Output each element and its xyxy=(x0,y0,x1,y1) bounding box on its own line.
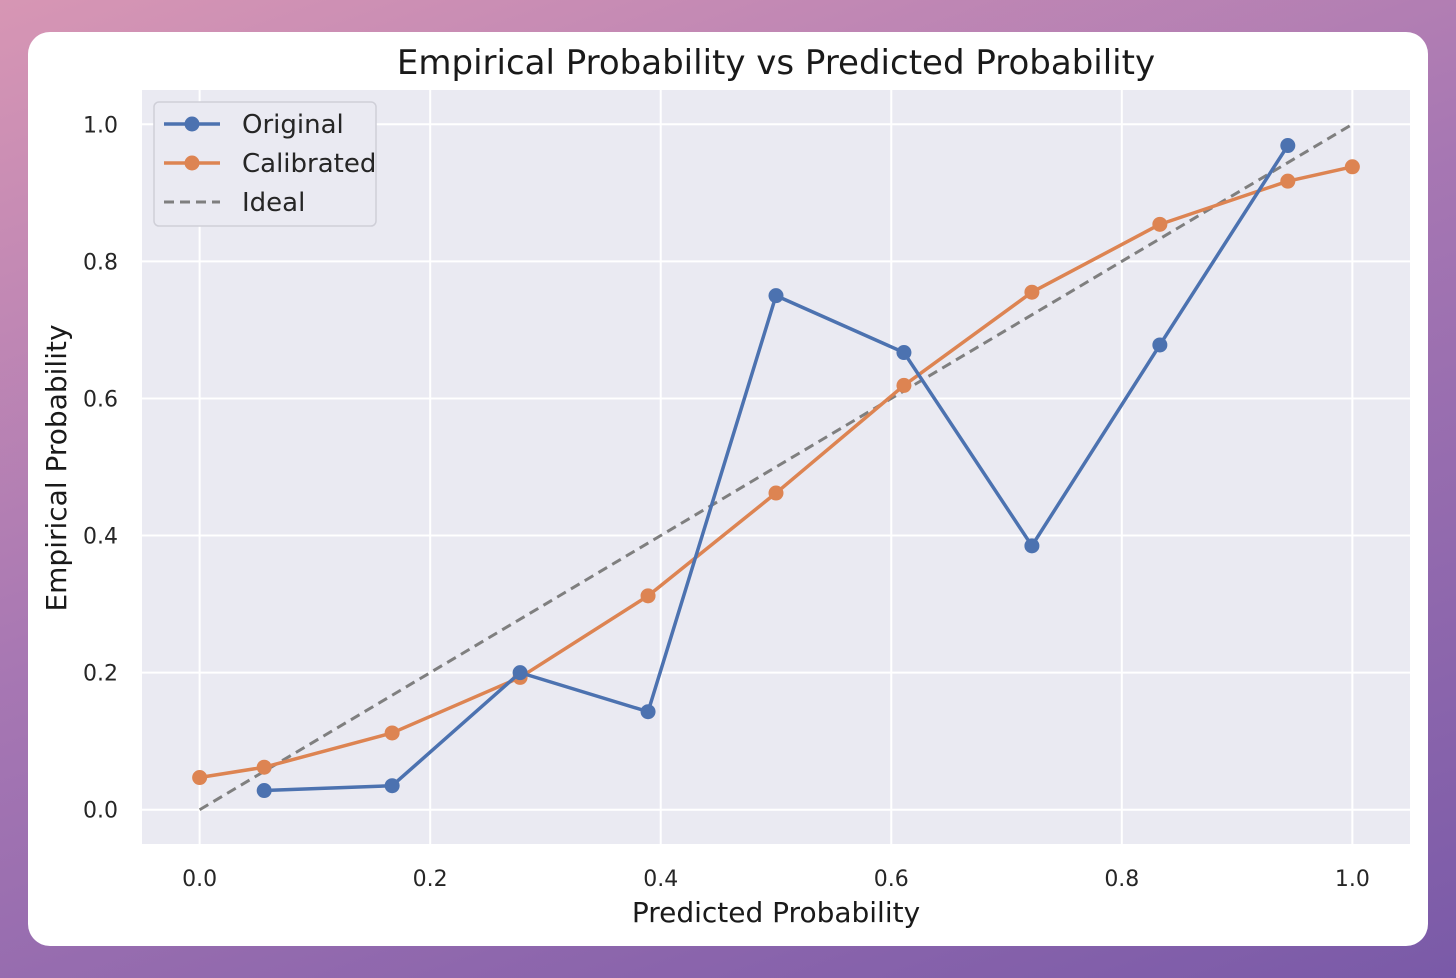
calibrated-point xyxy=(1280,173,1296,189)
series-layer xyxy=(192,122,1360,812)
original-point xyxy=(640,704,656,720)
y-tick-label: 0.4 xyxy=(83,525,118,550)
y-tick-label: 0.0 xyxy=(83,799,118,824)
calibrated-point xyxy=(1024,284,1040,300)
calibrated-point xyxy=(256,759,272,775)
grid-lines xyxy=(142,90,1410,844)
legend: Original Calibrated Ideal xyxy=(153,101,377,227)
y-tick-label: 0.2 xyxy=(83,662,118,687)
calibrated-point xyxy=(1152,216,1168,232)
x-tick-label: 0.8 xyxy=(1104,867,1139,892)
x-tick-label: 0.0 xyxy=(182,867,217,892)
calibrated-point xyxy=(1344,159,1360,175)
original-point xyxy=(512,665,528,681)
x-axis-label: Predicted Probability xyxy=(632,896,920,929)
x-tick-label: 1.0 xyxy=(1335,867,1370,892)
legend-box xyxy=(153,101,377,227)
calibrated-point xyxy=(640,588,656,604)
y-tick-label: 1.0 xyxy=(83,113,118,138)
original-point xyxy=(1024,538,1040,554)
y-tick-labels: 0.0 0.2 0.4 0.6 0.8 1.0 xyxy=(83,113,118,823)
legend-original-label: Original xyxy=(242,110,344,140)
original-point xyxy=(768,288,784,304)
original-point xyxy=(1280,138,1296,154)
calibrated-point xyxy=(768,485,784,501)
legend-ideal-label: Ideal xyxy=(242,188,305,218)
legend-calibrated-label: Calibrated xyxy=(242,149,376,179)
legend-calibrated-marker xyxy=(184,155,200,171)
calibration-chart: 0.0 0.2 0.4 0.6 0.8 1.0 0.0 0.2 0.4 0.6 0.8 1.0 Em… xyxy=(40,43,1410,929)
original-point xyxy=(1152,337,1168,353)
x-tick-label: 0.6 xyxy=(874,867,909,892)
chart-card: 0.0 0.2 0.4 0.6 0.8 1.0 0.0 0.2 0.4 0.6 0.8 1.0 Em… xyxy=(28,32,1428,946)
y-tick-label: 0.8 xyxy=(83,250,118,275)
chart-title: Empirical Probability vs Predicted Proba… xyxy=(397,43,1155,83)
calibrated-point xyxy=(896,377,912,393)
x-tick-labels: 0.0 0.2 0.4 0.6 0.8 1.0 xyxy=(182,867,1370,892)
original-point xyxy=(256,783,272,799)
x-tick-label: 0.4 xyxy=(643,867,678,892)
x-tick-label: 0.2 xyxy=(413,867,448,892)
original-point xyxy=(896,345,912,361)
y-axis-label: Empirical Probability xyxy=(40,324,73,611)
legend-original-marker xyxy=(184,116,200,132)
original-point xyxy=(384,778,400,794)
y-tick-label: 0.6 xyxy=(83,387,118,412)
calibrated-point xyxy=(192,770,208,786)
calibrated-point xyxy=(384,725,400,741)
